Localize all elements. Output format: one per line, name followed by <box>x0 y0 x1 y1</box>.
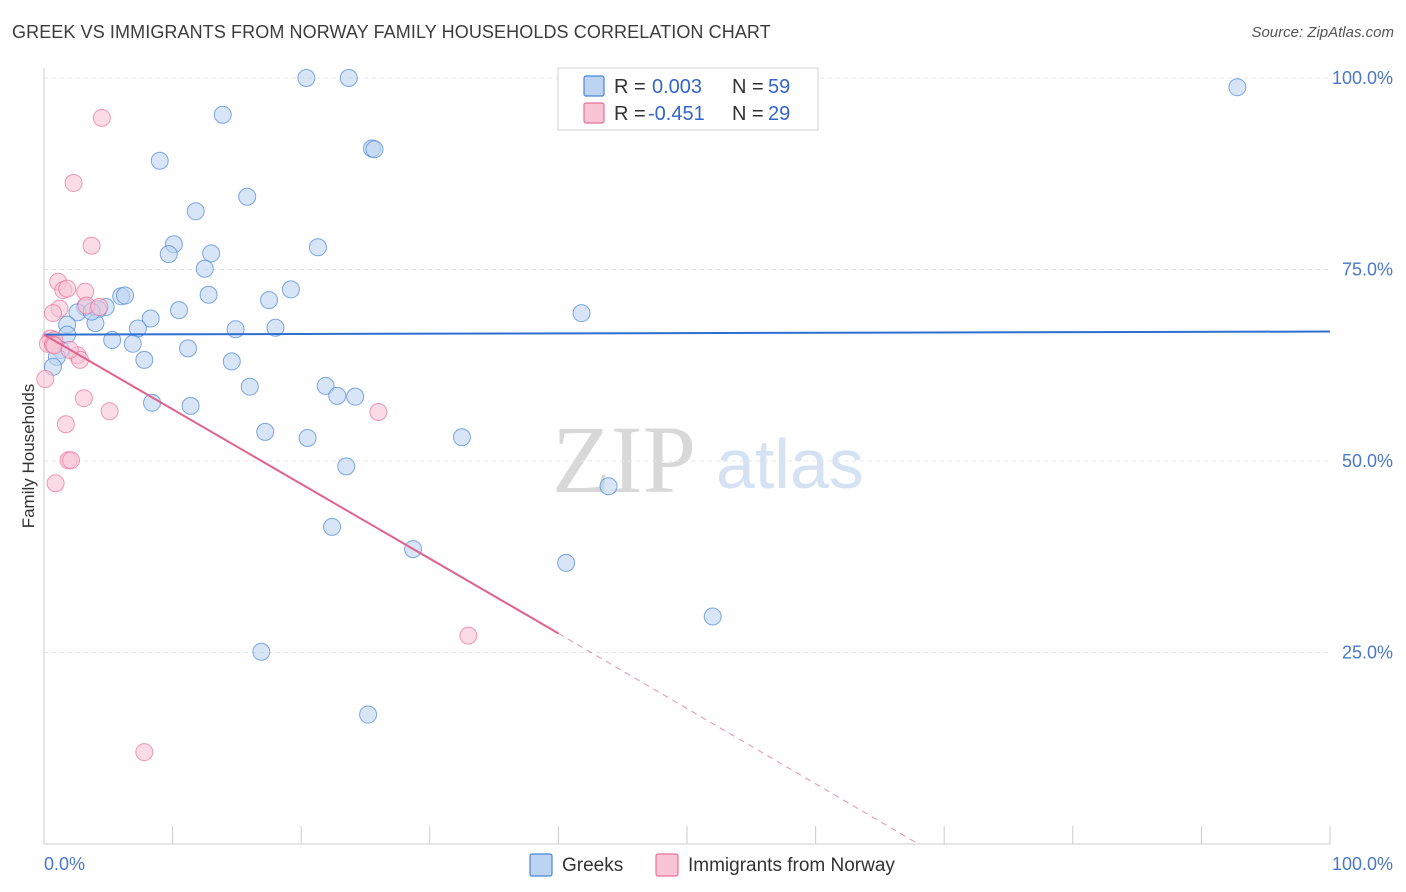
greeks-point-4 <box>213 105 232 124</box>
norway-trend-extension <box>558 632 919 845</box>
series-legend: Greeks Immigrants from Norway <box>529 853 895 877</box>
greeks-point-9 <box>186 202 205 221</box>
correlation-legend: R = 0.003 N = 59 R = -0.451 N = 29 <box>557 67 819 131</box>
bottom-legend-label-greeks: Greeks <box>562 855 623 876</box>
legend-n-label-1: N = <box>732 76 764 98</box>
norway-point-24 <box>62 451 81 470</box>
greeks-point-51 <box>599 477 618 496</box>
greeks-point-0 <box>297 69 316 87</box>
greeks-point-12 <box>159 245 178 264</box>
greeks-point-33 <box>103 330 122 349</box>
norway-point-15 <box>45 336 64 355</box>
norway-point-20 <box>100 402 119 421</box>
greeks-point-15 <box>281 280 300 299</box>
greeks-point-24 <box>170 301 189 320</box>
norway-point-8 <box>90 298 109 317</box>
norway-point-21 <box>369 402 388 421</box>
greeks-point-42 <box>316 376 335 395</box>
greeks-point-8 <box>238 187 257 206</box>
greeks-point-55 <box>703 607 722 626</box>
y-tick-labels: 25.0% 50.0% 75.0% 100.0% <box>1332 68 1393 663</box>
y-tick-label-2: 75.0% <box>1342 260 1393 280</box>
y-tick-label-1: 50.0% <box>1342 451 1393 471</box>
greeks-point-11 <box>308 238 327 257</box>
x-tick-label-max: 100.0% <box>1332 854 1393 874</box>
greeks-point-54 <box>557 553 576 572</box>
norway-point-27 <box>135 743 154 762</box>
greeks-point-18 <box>116 286 135 305</box>
norway-point-5 <box>58 279 77 298</box>
greeks-point-1 <box>339 69 358 87</box>
greeks-point-43 <box>328 386 347 405</box>
legend-swatch-norway <box>583 102 605 124</box>
legend-r-value-2: -0.451 <box>648 103 705 125</box>
greeks-point-41 <box>240 377 259 396</box>
greeks-point-56 <box>252 642 271 661</box>
greeks-point-57 <box>359 705 378 724</box>
greeks-point-16 <box>199 285 218 304</box>
greeks-point-19 <box>260 291 279 310</box>
watermark-zip: ZIP <box>552 406 696 513</box>
norway-point-18 <box>36 370 55 389</box>
norway-point-22 <box>56 415 75 434</box>
watermark-atlas: atlas <box>716 425 864 503</box>
y-axis-title: Family Households <box>19 384 38 529</box>
greeks-point-46 <box>181 396 200 415</box>
legend-r-label-2: R = <box>614 103 646 125</box>
greeks-point-25 <box>572 304 591 323</box>
series-greeks <box>44 69 1247 724</box>
norway-point-2 <box>82 236 101 255</box>
bottom-legend-swatch-norway <box>655 853 679 877</box>
greeks-point-50 <box>337 457 356 476</box>
norway-point-26 <box>459 626 478 645</box>
y-tick-label-3: 100.0% <box>1332 68 1393 88</box>
x-tick-label-min: 0.0% <box>44 854 85 874</box>
legend-n-label-2: N = <box>732 103 764 125</box>
norway-point-1 <box>64 173 83 192</box>
greeks-point-14 <box>195 259 214 278</box>
norway-trend-line <box>43 333 559 635</box>
greeks-point-38 <box>135 350 154 369</box>
norway-point-19 <box>74 389 93 408</box>
legend-r-value-1: 0.003 <box>652 76 702 98</box>
greeks-trend-line <box>43 330 1331 336</box>
legend-n-value-2: 29 <box>768 103 790 125</box>
greeks-point-31 <box>266 318 285 337</box>
legend-swatch-greeks <box>583 75 605 97</box>
trend-lines <box>43 330 1331 845</box>
norway-point-25 <box>46 474 65 493</box>
norway-point-10 <box>44 304 63 323</box>
greeks-point-29 <box>226 320 245 339</box>
norway-point-0 <box>92 108 111 127</box>
watermark: ZIP atlas <box>552 406 864 513</box>
greeks-point-49 <box>452 428 471 447</box>
greeks-point-39 <box>222 352 241 371</box>
greeks-point-44 <box>346 387 365 406</box>
series-norway <box>36 108 478 762</box>
greeks-point-34 <box>123 334 142 353</box>
chart-title: GREEK VS IMMIGRANTS FROM NORWAY FAMILY H… <box>12 22 771 42</box>
legend-n-value-1: 59 <box>768 76 790 98</box>
bottom-legend-swatch-greeks <box>529 853 553 877</box>
greeks-point-26 <box>141 309 160 328</box>
greeks-point-3 <box>1228 78 1247 97</box>
bottom-legend-label-norway: Immigrants from Norway <box>688 855 895 876</box>
x-ticks <box>43 826 1331 844</box>
source-credit: Source: ZipAtlas.com <box>1251 24 1394 41</box>
greeks-point-35 <box>179 339 198 358</box>
greeks-point-48 <box>298 429 317 448</box>
legend-r-label-1: R = <box>614 76 646 98</box>
greeks-point-52 <box>323 517 342 536</box>
greeks-point-47 <box>256 422 275 441</box>
greeks-point-7 <box>150 151 169 170</box>
greeks-point-13 <box>202 244 221 263</box>
greeks-point-6 <box>365 140 384 159</box>
y-tick-label-0: 25.0% <box>1342 643 1393 663</box>
